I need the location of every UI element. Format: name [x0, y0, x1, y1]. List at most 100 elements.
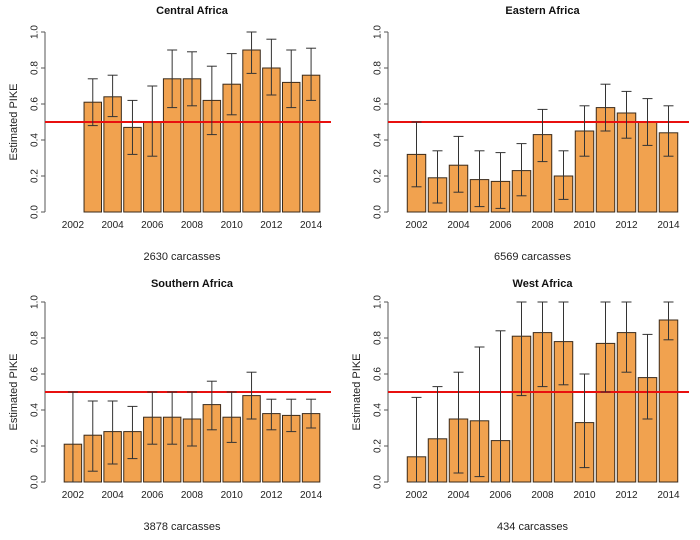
y-axis-label: Estimated PIKE — [351, 353, 363, 430]
error-bar-2014 — [306, 398, 317, 429]
x-tick-label: 2002 — [62, 220, 85, 231]
error-bar-2012 — [621, 90, 632, 139]
y-axis-label: Estimated PIKE — [8, 83, 20, 160]
y-tick-label: 1.0 — [30, 295, 41, 309]
y-tick-label: 0.0 — [30, 205, 41, 219]
y-tick-label: 0.8 — [373, 331, 384, 345]
error-bar-2008 — [537, 301, 548, 388]
error-bar-2009 — [558, 301, 569, 386]
y-tick-label: 0.2 — [373, 169, 384, 183]
x-tick-label: 2008 — [181, 220, 204, 231]
y-tick-label: 0.2 — [30, 439, 41, 453]
carcass-count-caption: 434 carcasses — [497, 521, 568, 533]
error-bar-2007 — [167, 391, 178, 445]
y-tick-label: 0.6 — [373, 97, 384, 111]
x-tick-label: 2008 — [531, 490, 554, 501]
error-bar-2011 — [246, 371, 257, 420]
error-bar-2006 — [495, 330, 506, 483]
error-bar-2011 — [246, 31, 257, 74]
y-tick-label: 0.8 — [30, 61, 41, 75]
error-bar-2003 — [432, 150, 443, 204]
x-tick-label: 2010 — [221, 220, 244, 231]
error-bar-2002 — [411, 396, 422, 483]
x-tick-label: 2006 — [141, 220, 164, 231]
y-tick-label: 0.0 — [373, 205, 384, 219]
error-bar-2005 — [127, 99, 138, 155]
x-tick-label: 2004 — [101, 490, 124, 501]
x-tick-label: 2008 — [531, 220, 554, 231]
x-tick-label: 2002 — [405, 220, 428, 231]
error-bar-2002 — [67, 391, 78, 483]
x-tick-label: 2002 — [405, 490, 428, 501]
error-bar-2008 — [537, 108, 548, 163]
x-tick-label: 2008 — [181, 490, 204, 501]
x-tick-label: 2010 — [221, 490, 244, 501]
error-bar-2009 — [206, 380, 217, 431]
error-bar-2010 — [226, 391, 237, 443]
chart-title: Southern Africa — [151, 278, 234, 290]
error-bar-2005 — [474, 150, 485, 208]
chart-title: Central Africa — [156, 5, 229, 17]
error-bar-2004 — [453, 135, 464, 193]
error-bar-2011 — [600, 83, 611, 132]
x-tick-label: 2014 — [657, 220, 680, 231]
carcass-count-caption: 6569 carcasses — [494, 251, 572, 263]
x-tick-label: 2002 — [62, 490, 85, 501]
y-tick-label: 0.6 — [30, 367, 41, 381]
error-bar-2009 — [206, 65, 217, 136]
y-tick-label: 0.4 — [373, 133, 384, 147]
x-tick-label: 2014 — [657, 490, 680, 501]
chart-panel-3: West Africa 0.0 0.2 0.4 0.6 0.8 1.0 Estimated P… — [351, 278, 689, 533]
error-bar-2007 — [516, 143, 527, 197]
x-tick-label: 2012 — [260, 490, 283, 501]
y-tick-label: 0.0 — [30, 475, 41, 489]
x-tick-label: 2006 — [141, 490, 164, 501]
error-bar-2011 — [600, 301, 611, 393]
error-bar-2004 — [107, 400, 118, 465]
error-bar-2006 — [147, 391, 158, 445]
error-bar-2005 — [127, 405, 138, 460]
x-tick-label: 2010 — [573, 220, 596, 231]
carcass-count-caption: 3878 carcasses — [143, 521, 221, 533]
y-tick-label: 1.0 — [30, 25, 41, 39]
bar-2014 — [658, 319, 679, 483]
error-bar-2014 — [663, 301, 674, 341]
error-bar-2013 — [642, 98, 653, 146]
error-bar-2014 — [306, 47, 317, 101]
x-tick-label: 2012 — [615, 220, 638, 231]
error-bar-2003 — [87, 78, 98, 127]
x-tick-label: 2004 — [447, 490, 470, 501]
error-bar-2004 — [453, 371, 464, 474]
error-bar-2008 — [187, 391, 197, 447]
error-bar-2014 — [663, 105, 674, 157]
y-axis-label: Estimated PIKE — [8, 353, 20, 430]
error-bar-2010 — [579, 105, 590, 157]
error-bar-2012 — [266, 398, 277, 431]
x-tick-label: 2006 — [489, 490, 512, 501]
x-tick-label: 2014 — [300, 490, 323, 501]
carcass-count-caption: 2630 carcasses — [143, 251, 221, 263]
error-bar-2002 — [411, 121, 422, 188]
error-bar-2013 — [286, 49, 297, 109]
chart-panel-1: Eastern Africa 0.0 0.2 0.4 0.6 0.8 1.0 2002 2004… — [373, 5, 689, 263]
chart-panel-0: Central Africa 0.0 0.2 0.4 0.6 0.8 1.0 Estimate… — [8, 5, 331, 263]
x-tick-label: 2004 — [447, 220, 470, 231]
error-bar-2013 — [642, 333, 653, 420]
error-bar-2004 — [107, 74, 118, 118]
error-bar-2012 — [266, 38, 277, 96]
y-tick-label: 0.0 — [373, 475, 384, 489]
x-tick-label: 2006 — [489, 220, 512, 231]
y-tick-label: 0.4 — [30, 403, 41, 417]
error-bar-2006 — [147, 85, 158, 157]
y-tick-label: 0.4 — [373, 403, 384, 417]
error-bar-2010 — [579, 373, 590, 469]
error-bar-2003 — [87, 400, 98, 472]
y-tick-label: 0.4 — [30, 133, 41, 147]
x-tick-label: 2010 — [573, 490, 596, 501]
y-tick-label: 0.2 — [30, 169, 41, 183]
bar-2011 — [242, 49, 261, 213]
y-tick-label: 0.8 — [373, 61, 384, 75]
error-bar-2007 — [167, 49, 178, 109]
error-bar-2010 — [226, 53, 237, 116]
